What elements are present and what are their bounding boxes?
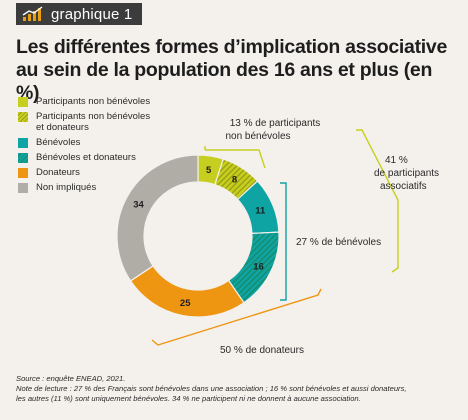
legend-label: Donateurs xyxy=(36,167,80,178)
legend-item-participants: Participants non bénévoles xyxy=(18,96,150,111)
reading-note-line-1: Note de lecture : 27 % des Français sont… xyxy=(16,384,407,393)
donut-slice-non-impliques xyxy=(116,154,199,282)
annotation-participants-l2: non bénévoles xyxy=(225,131,290,142)
legend-item-benevoles: Bénévoles xyxy=(18,137,150,152)
legend-item-participants-donateurs: Participants non bénévoles et donateurs xyxy=(18,111,150,137)
legend-item-donateurs: Donateurs xyxy=(18,167,150,182)
annotation-benevoles: 27 % de bénévoles xyxy=(296,237,381,248)
annotation-participants-l1: 13 % de participants xyxy=(230,118,321,129)
legend-label: Non impliqués xyxy=(36,182,97,193)
slice-label-participants-donateurs: 8 xyxy=(232,175,237,186)
slice-label-participants: 5 xyxy=(206,165,212,176)
bracket-participants-associatifs xyxy=(356,129,399,273)
annotation-associatifs-l1: 41 % xyxy=(385,155,408,166)
legend: Participants non bénévoles Participants … xyxy=(18,96,150,197)
annotation-donateurs: 50 % de donateurs xyxy=(220,345,304,356)
slice-label-benevoles-donateurs: 16 xyxy=(253,261,264,272)
legend-swatch-teal-hatched xyxy=(18,153,28,163)
legend-label: Bénévoles xyxy=(36,137,81,148)
donut-slice-labels: 5 8 11 16 25 34 xyxy=(133,165,266,309)
legend-item-benevoles-donateurs: Bénévoles et donateurs xyxy=(18,152,150,167)
bracket-donateurs xyxy=(151,288,322,346)
donut-slice-donateurs xyxy=(129,265,245,318)
slice-label-non-impliques: 34 xyxy=(133,200,144,211)
legend-swatch-teal xyxy=(18,138,28,148)
source-note: Source : enquête ENEAD, 2021. xyxy=(16,374,126,383)
legend-label: Bénévoles et donateurs xyxy=(36,152,136,163)
chart-notes: Source : enquête ENEAD, 2021. Note de le… xyxy=(16,374,461,404)
annotation-associatifs-l3: associatifs xyxy=(380,181,427,192)
bracket-benevoles xyxy=(280,182,287,301)
slice-label-benevoles: 11 xyxy=(255,205,266,216)
legend-swatch-gray xyxy=(18,183,28,193)
rising-chart-icon xyxy=(22,6,43,21)
donut-slices xyxy=(116,154,280,318)
reading-note-line-2: les autres (11 %) sont uniquement bénévo… xyxy=(16,394,361,403)
legend-label-line-2: et donateurs xyxy=(36,122,89,133)
legend-swatch-lime-hatched xyxy=(18,112,28,122)
slice-label-donateurs: 25 xyxy=(180,298,191,309)
legend-label: Participants non bénévoles et donateurs xyxy=(36,111,150,133)
legend-swatch-lime xyxy=(18,97,28,107)
legend-label-line-1: Participants non bénévoles xyxy=(36,111,151,122)
legend-item-non-impliques: Non impliqués xyxy=(18,182,150,197)
chart-tag: graphique 1 xyxy=(16,3,143,25)
legend-swatch-orange xyxy=(18,168,28,178)
annotation-associatifs-l2: de participants xyxy=(374,168,439,179)
tag-label: graphique 1 xyxy=(51,5,133,23)
title-line-1: Les différentes formes d’implication ass… xyxy=(16,36,447,58)
legend-label: Participants non bénévoles xyxy=(36,96,151,107)
bracket-participants-non-benevoles xyxy=(205,149,266,169)
